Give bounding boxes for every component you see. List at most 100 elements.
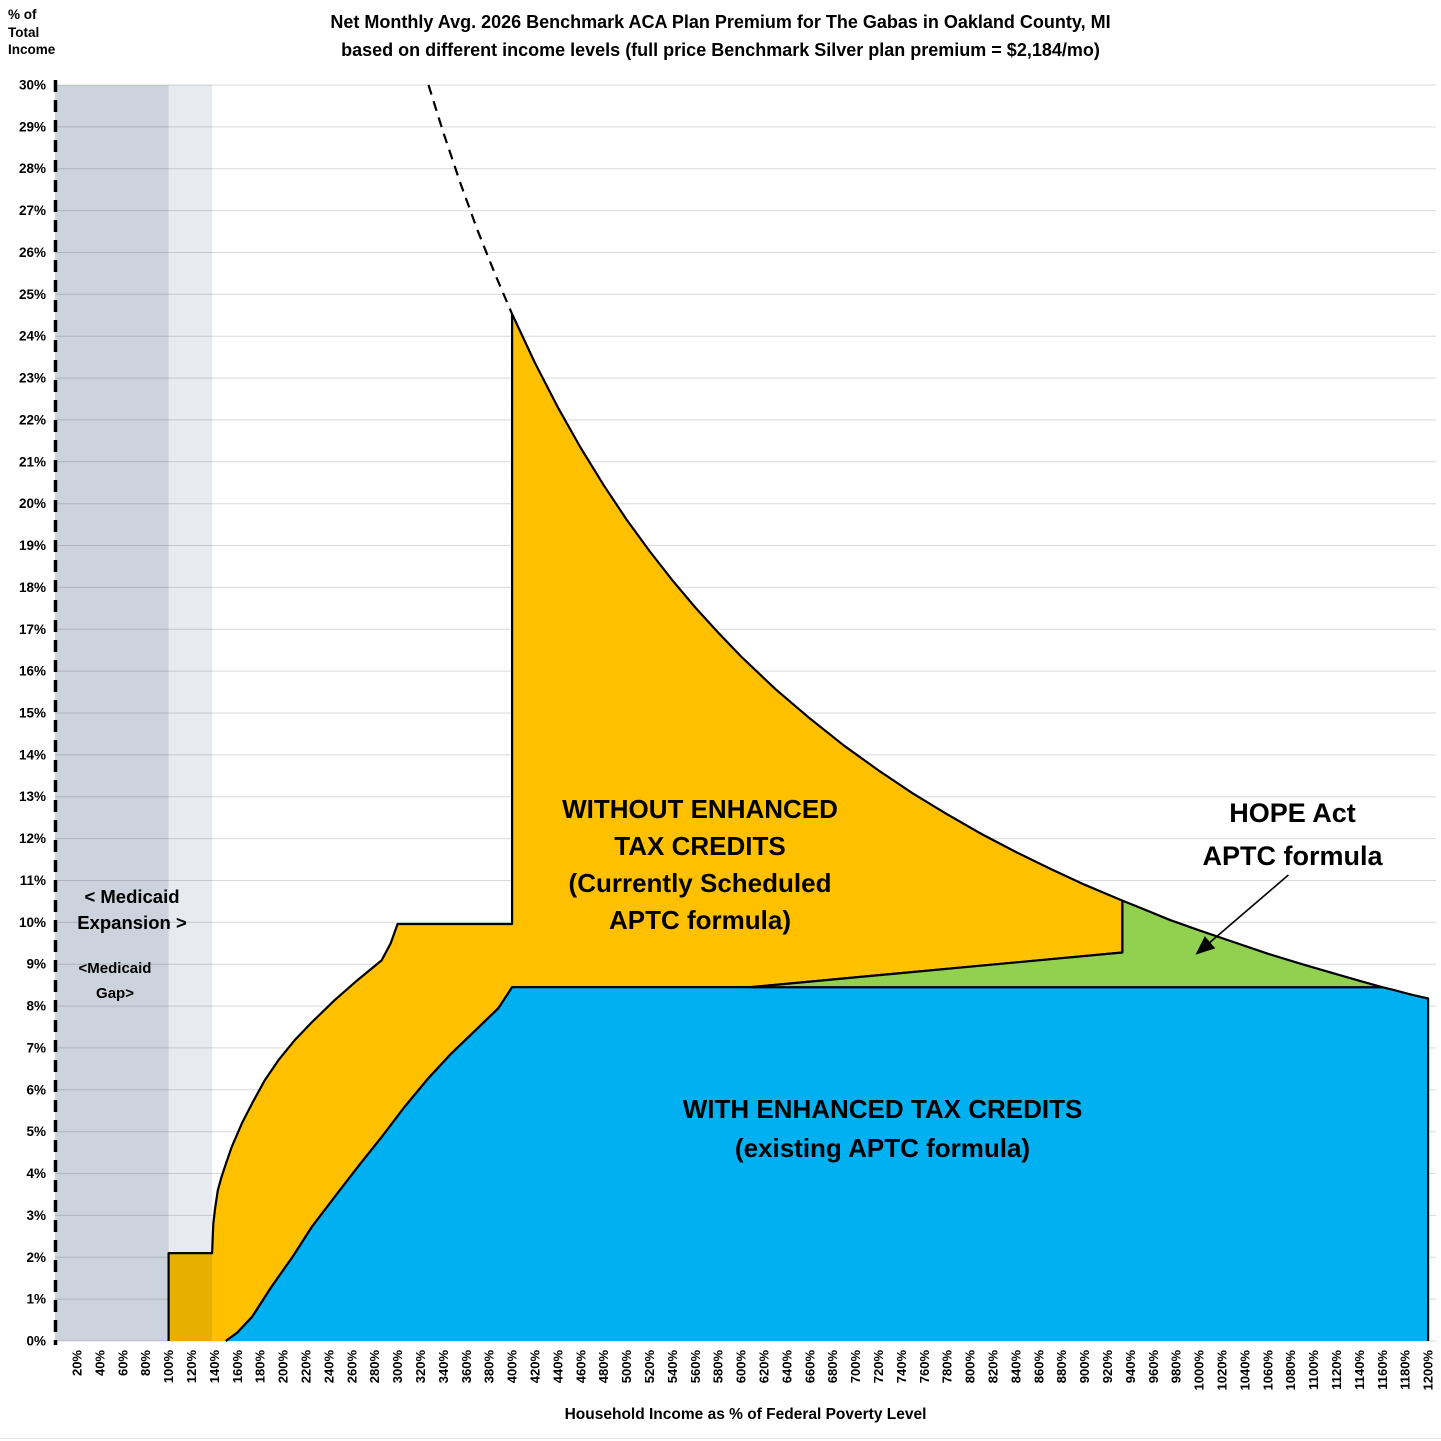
y-tick-label: 17% (19, 622, 46, 637)
y-tick-label: 4% (26, 1166, 46, 1181)
x-tick-label: 480% (596, 1350, 611, 1384)
x-tick-label: 260% (344, 1350, 359, 1384)
medicaid-expansion-label: < Medicaid Expansion > (77, 886, 187, 933)
x-tick-label: 440% (550, 1350, 565, 1384)
x-tick-label: 1120% (1329, 1350, 1344, 1390)
x-tick-label: 1180% (1398, 1350, 1413, 1390)
y-tick-label: 5% (26, 1124, 46, 1139)
x-tick-label: 220% (299, 1350, 314, 1384)
y-tick-label: 3% (26, 1208, 46, 1223)
y-tick-label: 15% (19, 706, 46, 721)
y-tick-label: 16% (19, 664, 46, 679)
x-tick-label: 160% (230, 1350, 245, 1384)
with-enhanced-credits-label: WITH ENHANCED TAX CREDITS (existing APTC… (682, 1094, 1083, 1163)
y-tick-label: 24% (19, 329, 46, 344)
y-tick-label: 22% (19, 412, 46, 427)
x-tick-label: 1100% (1306, 1350, 1321, 1390)
x-tick-label: 520% (642, 1350, 657, 1384)
chart-areas (167, 312, 1430, 1342)
x-tick-label: 1060% (1260, 1350, 1275, 1391)
x-tick-label: 780% (940, 1350, 955, 1384)
x-tick-label: 80% (138, 1350, 153, 1376)
x-tick-label: 900% (1077, 1350, 1092, 1384)
x-tick-label: 280% (367, 1350, 382, 1384)
x-tick-label: 40% (92, 1350, 107, 1376)
y-tick-label: 21% (19, 454, 46, 469)
x-tick-label: 140% (207, 1350, 222, 1384)
y-tick-label: 13% (19, 789, 46, 804)
x-tick-label: 400% (505, 1350, 520, 1384)
y-tick-label: 19% (19, 538, 46, 553)
medicaid-bands (55, 85, 213, 1341)
x-tick-label: 880% (1054, 1350, 1069, 1384)
x-tick-label: 560% (688, 1350, 703, 1384)
x-tick-label: 800% (963, 1350, 978, 1384)
y-tick-label: 11% (20, 873, 46, 888)
hope-act-aptc-area-outline (749, 899, 1384, 989)
y-tick-label: 0% (26, 1334, 46, 1349)
x-tick-label: 740% (894, 1350, 909, 1384)
y-tick-label: 14% (19, 747, 46, 762)
with-enhanced-tax-credits-area (225, 987, 1429, 1341)
chart-title: Net Monthly Avg. 2026 Benchmark ACA Plan… (0, 8, 1441, 64)
y-tick-label: 7% (26, 1040, 46, 1055)
x-tick-label: 20% (70, 1350, 85, 1376)
x-tick-label: 180% (253, 1350, 268, 1384)
x-tick-label: 760% (917, 1350, 932, 1384)
x-tick-label: 540% (665, 1350, 680, 1384)
y-tick-label: 29% (19, 119, 46, 134)
x-tick-label: 340% (436, 1350, 451, 1384)
x-tick-label: 1040% (1237, 1350, 1252, 1391)
y-tick-label: 23% (19, 371, 46, 386)
without-enhanced-tax-credits-area (168, 314, 1123, 1341)
x-axis-title: Household Income as % of Federal Poverty… (564, 1406, 927, 1423)
x-tick-label: 100% (161, 1350, 176, 1384)
y-axis-title: % of Total Income (8, 7, 56, 57)
x-tick-label: 620% (757, 1350, 772, 1384)
y-tick-label: 10% (19, 915, 46, 930)
with-enhanced-tax-credits-area-outline (225, 986, 1430, 1342)
chart-title-line1: Net Monthly Avg. 2026 Benchmark ACA Plan… (330, 12, 1111, 32)
y-tick-label: 1% (26, 1292, 46, 1307)
x-tick-label: 820% (986, 1350, 1001, 1384)
x-tick-label: 60% (115, 1350, 130, 1376)
x-tick-label: 700% (848, 1350, 863, 1384)
x-tick-label: 460% (573, 1350, 588, 1384)
x-tick-label: 860% (1031, 1350, 1046, 1384)
hope-act-label: HOPE Act APTC formula (1202, 798, 1383, 871)
y-tick-label: 28% (19, 161, 46, 176)
x-tick-label: 1000% (1192, 1350, 1207, 1391)
y-tick-label: 30% (19, 78, 46, 93)
x-tick-label: 580% (711, 1350, 726, 1384)
x-tick-label: 500% (619, 1350, 634, 1384)
hope-arrow (1195, 874, 1289, 955)
y-tick-label: 6% (26, 1082, 46, 1097)
dashed-full-price-line (427, 84, 514, 315)
hope-act-aptc-area (750, 900, 1383, 988)
x-tick-label: 660% (802, 1350, 817, 1384)
x-tick-label: 840% (1008, 1350, 1023, 1384)
x-tick-label: 120% (184, 1350, 199, 1384)
hope-annotation-arrow (1195, 874, 1289, 955)
without-enhanced-credits-label: WITHOUT ENHANCED TAX CREDITS (Currently … (562, 794, 838, 935)
y-tick-label: 12% (19, 831, 46, 846)
x-tick-label: 200% (276, 1350, 291, 1384)
x-tick-label: 960% (1146, 1350, 1161, 1384)
medicaid-gap-band (168, 85, 213, 1341)
medicaid-expansion-band (55, 85, 169, 1341)
x-tick-label: 940% (1123, 1350, 1138, 1384)
y-tick-label: 2% (26, 1250, 46, 1265)
y-tick-label: 8% (26, 999, 46, 1014)
x-tick-label: 380% (482, 1350, 497, 1384)
x-tick-label: 1080% (1283, 1350, 1298, 1391)
x-tick-label: 300% (390, 1350, 405, 1384)
y-tick-label: 27% (19, 203, 46, 218)
x-tick-label: 420% (528, 1350, 543, 1384)
x-tick-label: 720% (871, 1350, 886, 1384)
x-tick-label: 1160% (1375, 1350, 1390, 1390)
x-axis-tick-labels: 20% 40% 60% 80% 100% 120% 140% 160% 180% 200% 220%… (70, 1350, 1436, 1391)
x-tick-label: 600% (734, 1350, 749, 1384)
x-tick-label: 980% (1169, 1350, 1184, 1384)
y-tick-label: 26% (19, 245, 46, 260)
